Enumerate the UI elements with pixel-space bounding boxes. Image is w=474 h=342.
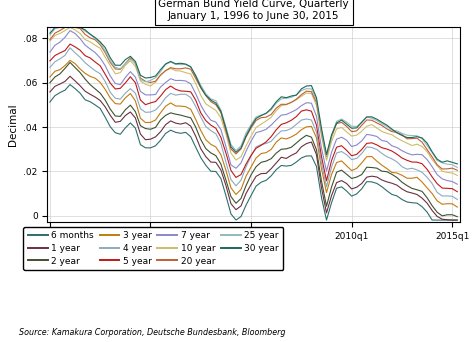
Text: Source: Kamakura Corporation, Deutsche Bundesbank, Bloomberg: Source: Kamakura Corporation, Deutsche B… [19,328,285,337]
Y-axis label: Decimal: Decimal [8,104,18,146]
Legend: 6 months, 1 year, 2 year, 3 year, 4 year, 5 year, 7 year, 10 year, 20 year, 25 y: 6 months, 1 year, 2 year, 3 year, 4 year… [24,227,283,270]
Title: Zero Coupon Bond Yields
German Bund Yield Curve, Quarterly
January 1, 1996 to Ju: Zero Coupon Bond Yields German Bund Yiel… [158,0,349,21]
